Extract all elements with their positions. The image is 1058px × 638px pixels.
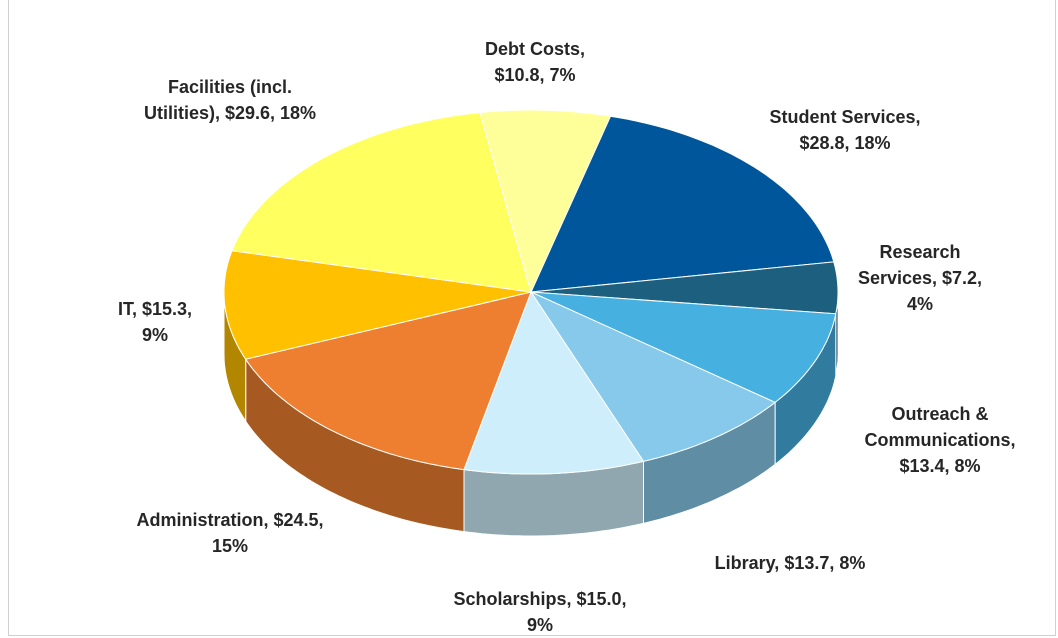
data-label: Student Services, $28.8, 18% xyxy=(769,107,921,153)
data-label: Research Services, $7.2, 4% xyxy=(857,242,983,314)
pie-slice xyxy=(530,261,839,315)
data-label: Debt Costs, $10.8, 7% xyxy=(484,39,585,85)
pie-slice xyxy=(529,290,777,462)
pie-slice xyxy=(223,250,532,360)
pie-slice xyxy=(530,291,837,403)
pie-slice xyxy=(244,291,532,471)
data-label: Outreach & Communications, $13.4, 8% xyxy=(864,404,1016,476)
data-label: Facilities (incl. Utilities), $29.6, 18% xyxy=(143,77,317,123)
data-label: Administration, $24.5, 15% xyxy=(136,510,324,556)
data-label: Library, $13.7, 8% xyxy=(714,553,866,573)
pie-slice xyxy=(463,290,645,475)
pie-slice xyxy=(479,109,612,294)
pie-slice xyxy=(231,111,532,293)
data-label: IT, $15.3, 9% xyxy=(117,299,193,345)
data-label: Scholarships, $15.0, 9% xyxy=(453,589,627,635)
pie-slice xyxy=(530,115,835,293)
chart-frame xyxy=(8,0,1056,636)
